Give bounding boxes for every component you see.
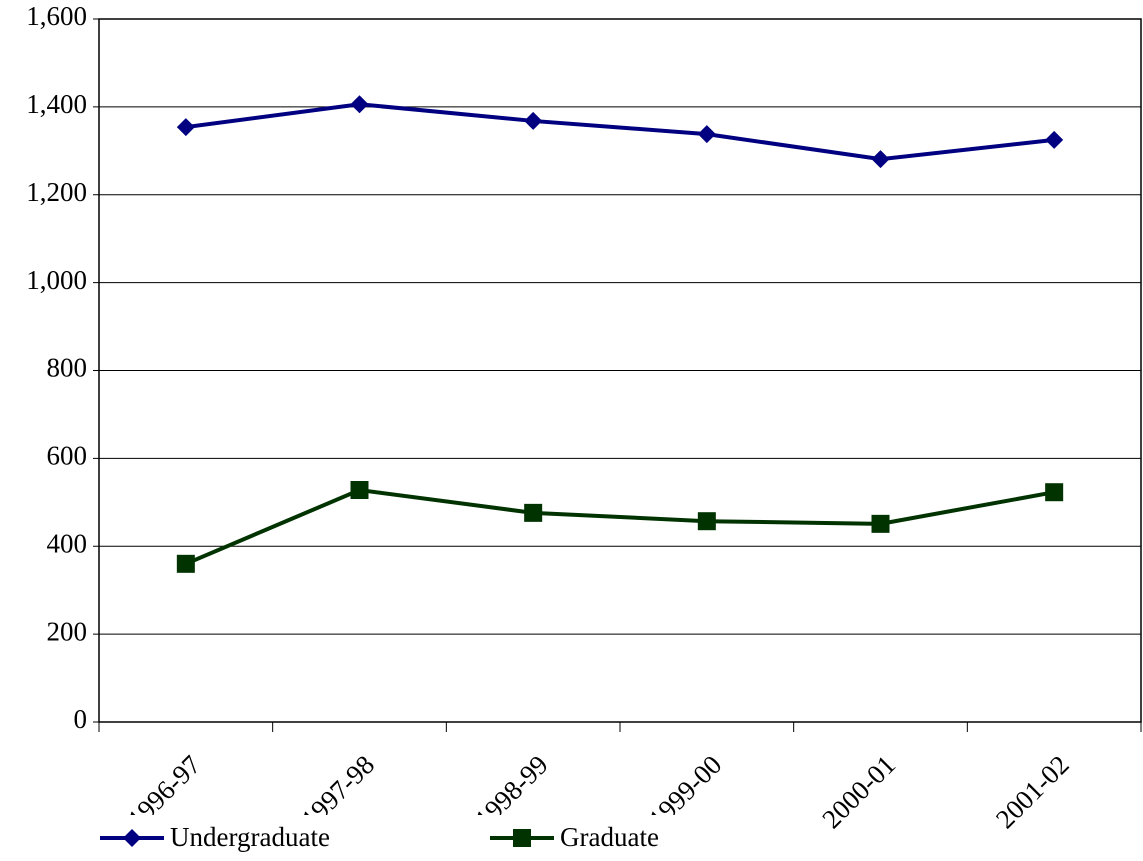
- y-tick-label: 800: [47, 353, 88, 383]
- marker: [123, 829, 141, 847]
- marker: [871, 514, 890, 533]
- marker: [1045, 483, 1064, 502]
- y-tick-label: 1,200: [26, 177, 87, 207]
- legend-label: Graduate: [560, 822, 659, 852]
- y-tick-label: 1,600: [26, 1, 87, 31]
- y-tick-label: 600: [47, 441, 88, 471]
- y-tick-label: 200: [47, 616, 88, 646]
- marker: [350, 481, 369, 500]
- marker: [524, 111, 543, 130]
- y-tick-label: 1,400: [26, 89, 87, 119]
- marker: [871, 150, 890, 169]
- x-tick-label: 2001-02: [990, 749, 1075, 834]
- series-line: [185, 102, 1055, 162]
- y-tick-label: 400: [47, 528, 88, 558]
- legend-label: Undergraduate: [170, 822, 330, 852]
- marker: [176, 554, 195, 573]
- y-tick-label: 1,000: [26, 265, 87, 295]
- y-tick-label: 0: [74, 704, 88, 734]
- marker: [350, 95, 369, 114]
- marker: [513, 829, 531, 847]
- marker: [524, 503, 543, 522]
- marker: [176, 118, 195, 137]
- marker: [697, 512, 716, 531]
- series-line: [185, 487, 1055, 566]
- x-tick-label: 2000-01: [816, 749, 901, 834]
- marker: [1045, 130, 1064, 149]
- marker: [697, 125, 716, 144]
